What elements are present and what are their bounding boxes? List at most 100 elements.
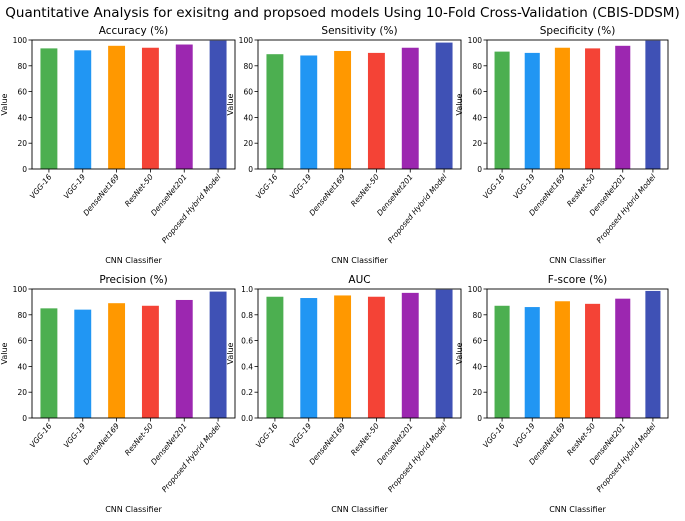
bar-vgg-16 (494, 51, 510, 169)
x-axis-label: CNN Classifier (549, 505, 606, 514)
bar-densenet169 (334, 50, 352, 170)
bar-vgg-16 (40, 308, 58, 418)
bar-densenet169 (108, 45, 126, 169)
y-tick-label: 20 (17, 139, 27, 148)
bar-proposed-hybrid-model (645, 40, 661, 169)
y-axis-label: Value (0, 342, 9, 364)
bar-vgg-19 (74, 309, 92, 418)
axes-frame (257, 39, 462, 170)
x-tick-label: DenseNet169 (307, 172, 347, 217)
y-tick-label: 60 (17, 88, 27, 97)
bar-densenet201 (615, 45, 631, 169)
x-tick-label: VGG-16 (28, 421, 54, 449)
x-tick-label: Proposed Hybrid Model (386, 172, 449, 245)
bar-resnet-50 (585, 48, 601, 170)
x-axis-label: CNN Classifier (331, 256, 388, 265)
axes-frame (257, 288, 462, 419)
y-tick-label: 80 (17, 62, 27, 71)
axes-frame (486, 39, 669, 170)
subplot-2: Sensitivity (%) 0 20 40 60 80 100 VGG-16 VGG-19D… (226, 25, 462, 265)
y-tick-label: 80 (472, 311, 482, 320)
y-tick-label: 20 (472, 139, 482, 148)
y-tick-label: 0.0 (241, 414, 253, 423)
x-tick-label: VGG-19 (288, 172, 314, 200)
y-axis-label: Value (455, 342, 464, 364)
x-axis-label: CNN Classifier (105, 505, 162, 514)
y-axis-label: Value (0, 93, 9, 115)
y-tick-label: 100 (468, 36, 483, 45)
y-tick-label: 0 (22, 414, 27, 423)
bar-densenet169 (334, 295, 352, 418)
x-tick-label: VGG-16 (28, 172, 54, 200)
x-tick-label: Proposed Hybrid Model (595, 172, 658, 245)
y-tick-label: 60 (472, 337, 482, 346)
x-tick-label: ResNet-50 (565, 172, 597, 208)
bar-vgg-16 (266, 296, 284, 418)
subplot-title: Specificity (%) (540, 25, 616, 37)
y-tick-label: 60 (472, 88, 482, 97)
subplot-title: F-score (%) (548, 274, 608, 286)
x-tick-label: DenseNet169 (307, 421, 347, 466)
y-tick-label: 20 (243, 139, 253, 148)
bar-vgg-19 (524, 307, 540, 418)
x-tick-label: ResNet-50 (123, 172, 155, 208)
y-tick-label: 0.8 (241, 311, 253, 320)
x-tick-label: Proposed Hybrid Model (595, 421, 658, 494)
bar-vgg-16 (494, 305, 510, 418)
bar-densenet169 (554, 301, 570, 418)
bar-resnet-50 (585, 303, 601, 418)
subplot-1: Accuracy (%) 0 20 40 60 80 100 VGG-16 VGG-19Dens… (0, 25, 236, 265)
y-tick-label: 0 (248, 165, 253, 174)
x-axis-label: CNN Classifier (331, 505, 388, 514)
x-tick-label: DenseNet169 (81, 421, 121, 466)
bar-densenet201 (175, 44, 193, 169)
bar-densenet169 (108, 303, 126, 418)
axes-frame (31, 39, 236, 170)
bar-densenet201 (401, 292, 419, 418)
y-tick-label: 80 (243, 62, 253, 71)
x-tick-label: Proposed Hybrid Model (386, 421, 449, 494)
bar-proposed-hybrid-model (645, 290, 661, 418)
y-tick-label: 0 (477, 165, 482, 174)
subplot-title: Accuracy (%) (99, 25, 168, 37)
x-tick-label: Proposed Hybrid Model (160, 172, 223, 245)
x-axis-label: CNN Classifier (549, 256, 606, 265)
subplot-4: Precision (%) 0 20 40 60 80 100 VGG-16 VGG-19Den… (0, 274, 236, 514)
y-axis-label: Value (455, 93, 464, 115)
y-tick-label: 80 (17, 311, 27, 320)
axes-frame (486, 288, 669, 419)
y-tick-label: 0 (22, 165, 27, 174)
y-tick-label: 100 (13, 285, 28, 294)
bar-resnet-50 (367, 52, 385, 169)
y-tick-label: 40 (472, 113, 482, 122)
bar-densenet201 (401, 47, 419, 169)
x-tick-label: VGG-19 (62, 421, 88, 449)
subplot-title: AUC (348, 274, 370, 286)
y-tick-label: 40 (472, 362, 482, 371)
y-tick-label: 40 (243, 113, 253, 122)
subplot-title: Precision (%) (99, 274, 167, 286)
y-tick-label: 60 (17, 337, 27, 346)
bar-densenet201 (615, 298, 631, 418)
x-tick-label: ResNet-50 (123, 421, 155, 457)
y-tick-label: 1.0 (241, 285, 253, 294)
y-axis-label: Value (226, 93, 235, 115)
axes-frame (31, 288, 236, 419)
y-tick-label: 40 (17, 362, 27, 371)
bar-resnet-50 (141, 47, 159, 169)
y-axis-label: Value (226, 342, 235, 364)
x-tick-label: VGG-16 (481, 172, 507, 200)
bar-resnet-50 (367, 296, 385, 418)
y-tick-label: 0.6 (241, 337, 253, 346)
x-axis-label: CNN Classifier (105, 256, 162, 265)
y-tick-label: 40 (17, 113, 27, 122)
x-tick-label: VGG-19 (62, 172, 88, 200)
x-tick-label: ResNet-50 (565, 421, 597, 457)
bar-vgg-19 (300, 55, 318, 170)
x-tick-label: Proposed Hybrid Model (160, 421, 223, 494)
y-tick-label: 0.2 (241, 388, 253, 397)
bar-vgg-19 (74, 50, 92, 169)
